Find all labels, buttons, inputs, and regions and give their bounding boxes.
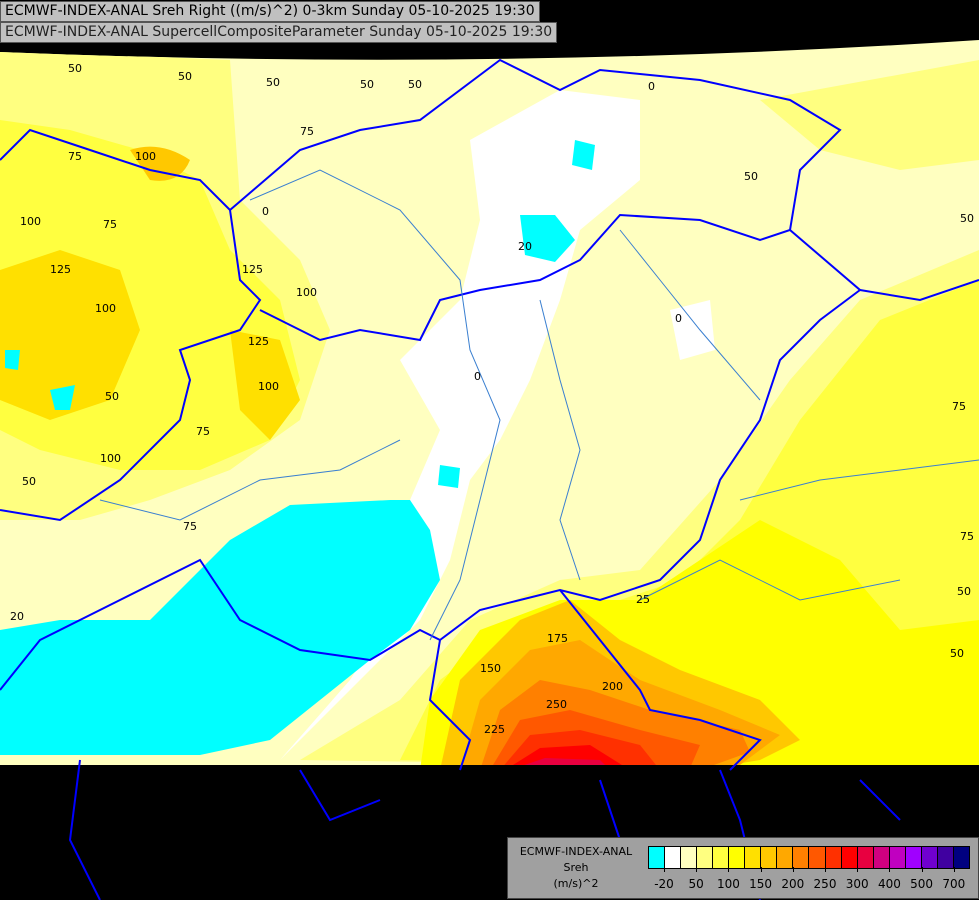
contour-label: 100 — [135, 150, 156, 163]
contour-label: 75 — [103, 218, 117, 231]
contour-label: 100 — [95, 302, 116, 315]
field-layer — [0, 40, 979, 765]
contour-label: 75 — [960, 530, 974, 543]
legend-swatch — [937, 847, 954, 868]
contour-label: 200 — [602, 680, 623, 693]
field-cyan-zone — [0, 500, 440, 755]
legend-swatch — [889, 847, 906, 868]
borders-layer — [0, 58, 979, 900]
contour-label: 50 — [105, 390, 119, 403]
contour-label: 75 — [952, 400, 966, 413]
legend-swatch — [905, 847, 922, 868]
contour-label: 50 — [960, 212, 974, 225]
legend-tick-label: 250 — [813, 877, 837, 891]
legend-swatch — [873, 847, 890, 868]
contour-label: 100 — [20, 215, 41, 228]
legend-unit: (m/s)^2 — [553, 877, 599, 890]
legend-swatch — [681, 847, 698, 868]
legend-tick — [760, 867, 762, 872]
legend-tick — [953, 867, 955, 872]
contour-label: 125 — [242, 263, 263, 276]
legend-swatch — [649, 847, 666, 868]
contour-label: 25 — [636, 593, 650, 606]
legend-swatch — [697, 847, 714, 868]
contour-label: 0 — [675, 312, 682, 325]
contour-label: 50 — [178, 70, 192, 83]
contour-label: 250 — [546, 698, 567, 711]
legend-swatch — [921, 847, 938, 868]
legend-tick-label: 150 — [749, 877, 773, 891]
legend-tick-label: 300 — [845, 877, 869, 891]
color-legend: ECMWF-INDEX-ANAL Sreh (m/s)^2 -20 50 100 15… — [507, 837, 979, 899]
legend-tick — [664, 867, 665, 872]
legend-tick-label: -20 — [654, 877, 674, 891]
contour-labels: 50 50 50 50 50 75 100 100 75 125 100 0 125 100 75 50 100… — [10, 62, 974, 736]
contour-label: 125 — [50, 263, 71, 276]
country-border — [0, 128, 262, 522]
contour-label: 50 — [950, 647, 964, 660]
legend-swatch — [857, 847, 874, 868]
contour-label: 100 — [258, 380, 279, 393]
contour-label: 225 — [484, 723, 505, 736]
contour-label: 20 — [10, 610, 24, 623]
contour-label: 50 — [957, 585, 971, 598]
contour-label: 50 — [744, 170, 758, 183]
contour-label: 100 — [296, 286, 317, 299]
legend-tick-label: 200 — [781, 877, 805, 891]
legend-tick-label: 700 — [942, 877, 966, 891]
legend-swatch — [745, 847, 762, 868]
contour-label: 50 — [266, 76, 280, 89]
legend-swatch — [713, 847, 730, 868]
contour-label: 175 — [547, 632, 568, 645]
legend-swatch — [761, 847, 778, 868]
legend-tick — [792, 867, 794, 872]
field-west-gold — [0, 250, 140, 420]
legend-text: ECMWF-INDEX-ANAL Sreh (m/s)^2 — [508, 844, 644, 892]
contour-label: 50 — [68, 62, 82, 75]
legend-swatch — [777, 847, 794, 868]
legend-tick-label: 50 — [688, 877, 704, 891]
legend-ticks: -20 50 100 150 200 250 300 400 500 700 — [648, 867, 968, 895]
legend-tick-label: 100 — [716, 877, 740, 891]
legend-tick — [696, 867, 698, 872]
legend-colorbar — [648, 846, 970, 869]
contour-label: 75 — [68, 150, 82, 163]
contour-label: 75 — [196, 425, 210, 438]
contour-label: 0 — [474, 370, 481, 383]
legend-tick — [728, 867, 730, 872]
legend-tick — [889, 867, 891, 872]
contour-label: 75 — [183, 520, 197, 533]
contour-label: 50 — [408, 78, 422, 91]
contour-label: 150 — [480, 662, 501, 675]
legend-swatch — [825, 847, 842, 868]
contour-label: 0 — [262, 205, 269, 218]
legend-swatch — [841, 847, 858, 868]
legend-parameter: Sreh — [563, 861, 589, 874]
legend-tick-label: 500 — [910, 877, 934, 891]
legend-tick-label: 400 — [877, 877, 901, 891]
contour-label: 50 — [22, 475, 36, 488]
legend-tick — [825, 867, 826, 872]
legend-swatch — [809, 847, 826, 868]
legend-model: ECMWF-INDEX-ANAL — [519, 845, 633, 858]
contour-label: 75 — [300, 125, 314, 138]
legend-tick — [857, 867, 859, 872]
title-sreh: ECMWF-INDEX-ANAL Sreh Right ((m/s)^2) 0-… — [0, 1, 540, 22]
legend-tick — [921, 867, 923, 872]
legend-swatch — [665, 847, 682, 868]
contour-label: 0 — [648, 80, 655, 93]
contour-label: 20 — [518, 240, 532, 253]
legend-swatch — [729, 847, 746, 868]
legend-swatch — [793, 847, 810, 868]
contour-label: 100 — [100, 452, 121, 465]
legend-swatch — [953, 847, 969, 868]
title-scp: ECMWF-INDEX-ANAL SupercellCompositeParam… — [0, 22, 558, 43]
contour-label: 50 — [360, 78, 374, 91]
contour-label: 125 — [248, 335, 269, 348]
